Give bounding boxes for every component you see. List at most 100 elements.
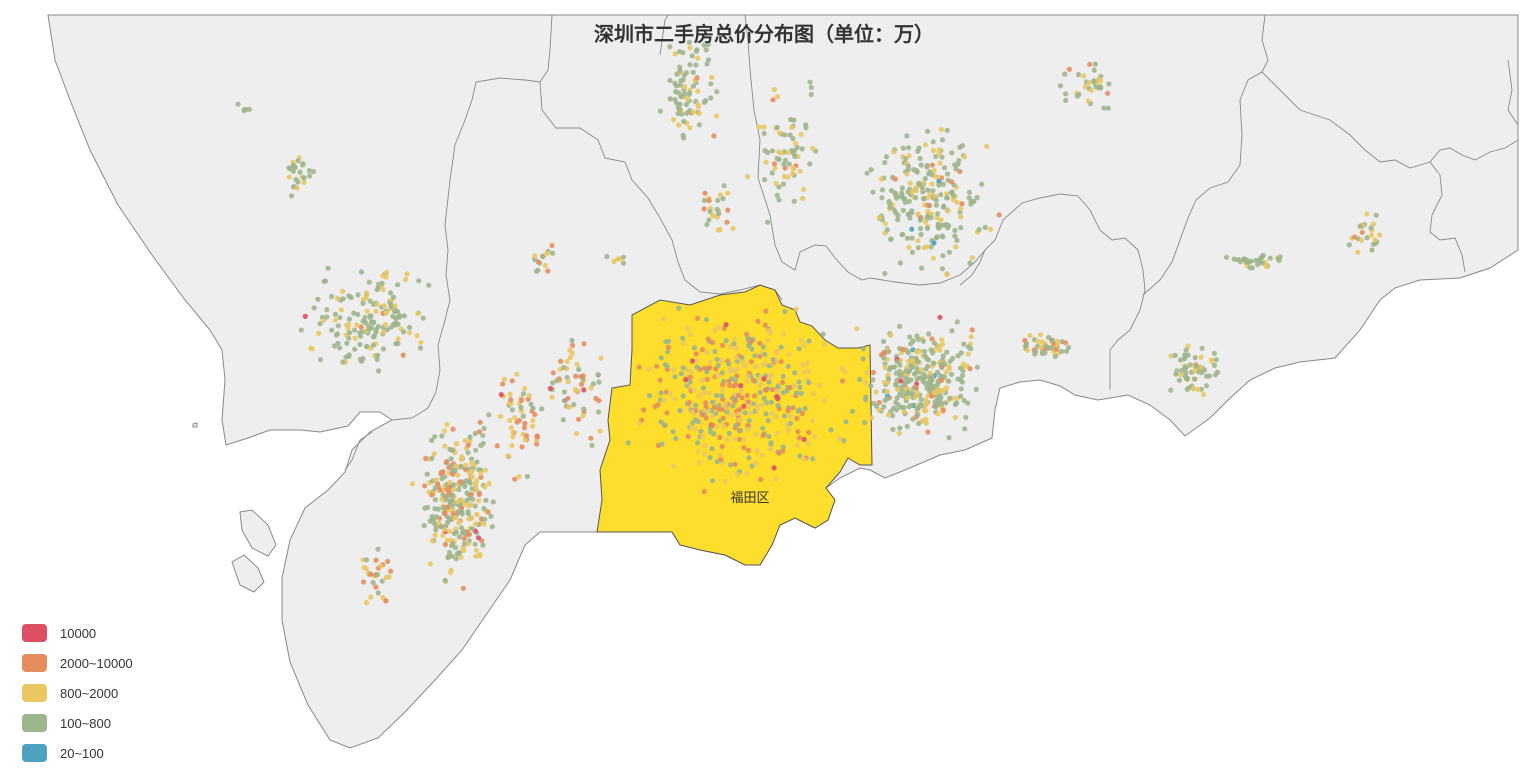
land-islet[interactable] [192, 422, 198, 428]
listing-dot [923, 381, 929, 387]
listing-dot [900, 207, 906, 213]
listing-dot [459, 497, 465, 503]
listing-dot [444, 459, 450, 465]
listing-dot [1062, 71, 1068, 77]
land-island-1[interactable] [239, 509, 277, 557]
listing-dot [780, 448, 786, 454]
legend-item-20-100[interactable]: 20~100 [22, 738, 133, 768]
listing-dot [943, 369, 949, 375]
listing-dot [461, 541, 467, 547]
listing-dot [704, 376, 710, 382]
listing-dot [940, 253, 946, 259]
listing-dot [915, 148, 921, 154]
listing-dot [968, 334, 974, 340]
listing-dot [741, 437, 747, 443]
listing-dot [893, 407, 900, 413]
listing-dot [467, 438, 473, 444]
listing-dot [952, 162, 958, 168]
legend-item-100-800[interactable]: 100~800 [22, 708, 133, 738]
listing-dot [901, 409, 907, 415]
listing-dot [768, 372, 774, 378]
listing-dot [797, 453, 803, 459]
listing-dot [659, 441, 665, 447]
land-island-2[interactable] [231, 554, 265, 593]
listing-dot [693, 351, 699, 357]
listing-dot [374, 301, 380, 307]
listing-dot [242, 106, 248, 112]
listing-dot [939, 266, 946, 272]
listing-dot [1359, 229, 1365, 235]
listing-dot [481, 521, 487, 527]
listing-dot [482, 516, 488, 522]
listing-dot [379, 280, 385, 286]
listing-dot [922, 142, 929, 148]
listing-dot [1075, 72, 1082, 78]
listing-dot [1086, 80, 1092, 86]
listing-dot [596, 379, 602, 385]
listing-dot [941, 374, 948, 380]
listing-dot [392, 303, 398, 309]
listing-dot [395, 336, 401, 342]
listing-dot [746, 455, 752, 461]
listing-dot [698, 428, 704, 434]
listing-dot [401, 313, 407, 319]
listing-dot [360, 318, 366, 324]
listing-dot [953, 244, 959, 250]
listing-dot [429, 538, 436, 544]
listing-dot [558, 358, 564, 364]
listing-dot [760, 432, 766, 438]
listing-dot [882, 364, 888, 371]
listing-dot [1183, 364, 1189, 370]
listing-dot [810, 391, 817, 397]
listing-dot [641, 407, 647, 413]
listing-dot [370, 579, 376, 586]
listing-dot [946, 363, 952, 370]
listing-dot [1198, 354, 1204, 360]
listing-dot [857, 376, 863, 382]
listing-dot [860, 356, 866, 362]
listing-dot [401, 329, 407, 335]
listing-dot [780, 444, 786, 450]
listing-dot [938, 217, 944, 223]
listing-dot [652, 403, 658, 410]
listing-dot [749, 346, 755, 352]
listing-dot [800, 362, 806, 368]
listing-dot [969, 327, 975, 333]
listing-dot [688, 369, 695, 375]
listing-dot [514, 371, 520, 377]
listing-dot [762, 177, 768, 183]
listing-dot [789, 170, 796, 177]
listing-dot [760, 425, 766, 431]
listing-dot [397, 313, 403, 319]
listing-dot [400, 352, 406, 358]
listing-dot [958, 206, 964, 212]
listing-dot [929, 162, 936, 168]
listing-dot [909, 358, 916, 364]
listing-dot [1053, 346, 1060, 352]
listing-dot [791, 150, 797, 157]
legend-item-800-2000[interactable]: 800~2000 [22, 678, 133, 708]
listing-dot [745, 447, 752, 453]
listing-dot [1211, 362, 1218, 368]
listing-dot [470, 496, 476, 502]
listing-dot [452, 515, 458, 521]
listing-dot [395, 340, 401, 347]
listing-dot [486, 480, 492, 487]
listing-dot [465, 450, 471, 456]
listing-dot [545, 268, 551, 274]
listing-dot [791, 198, 797, 204]
listing-dot [746, 343, 752, 349]
listing-dot [757, 340, 763, 346]
legend-item-2000-10000[interactable]: 2000~10000 [22, 648, 133, 678]
legend-swatch-2000-10000 [22, 654, 47, 672]
listing-dot [786, 427, 792, 433]
legend-item-10000[interactable]: 10000 [22, 618, 133, 648]
listing-dot [1198, 364, 1204, 370]
listing-dot [637, 420, 643, 426]
listing-dot [571, 402, 577, 408]
listing-dot [539, 406, 545, 412]
listing-dot [286, 174, 292, 180]
listing-dot [455, 472, 461, 478]
listing-dot [481, 505, 487, 512]
